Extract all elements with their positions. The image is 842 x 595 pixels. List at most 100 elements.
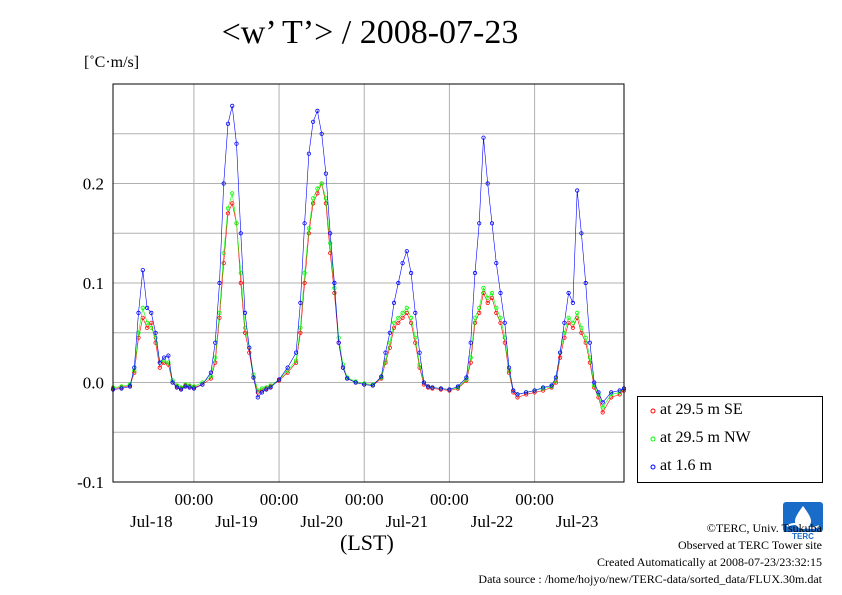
data-point xyxy=(362,382,367,387)
data-point xyxy=(498,320,503,325)
data-point xyxy=(447,387,452,392)
data-point xyxy=(179,387,184,392)
data-point xyxy=(221,260,226,266)
data-point xyxy=(298,330,303,335)
data-point xyxy=(208,370,213,375)
data-point xyxy=(404,310,409,315)
data-point xyxy=(468,340,473,345)
series-1 xyxy=(110,181,627,410)
x-axis-label: (LST) xyxy=(340,530,394,555)
data-point xyxy=(174,385,179,390)
data-point xyxy=(255,395,260,400)
data-point xyxy=(391,325,397,330)
data-point xyxy=(481,290,486,296)
data-point xyxy=(413,335,418,340)
data-point xyxy=(315,186,320,191)
data-point xyxy=(225,206,231,211)
data-point xyxy=(515,395,520,400)
chart-title: <w’ T’> / 2008-07-23 xyxy=(221,14,519,51)
data-point xyxy=(596,395,601,400)
data-point xyxy=(242,310,248,315)
data-point xyxy=(472,315,478,320)
data-point xyxy=(293,350,299,355)
data-point xyxy=(276,377,282,382)
data-point xyxy=(583,335,588,340)
data-point xyxy=(145,325,150,330)
data-point xyxy=(353,380,358,385)
x-time-label: 00:00 xyxy=(175,490,214,509)
data-point xyxy=(183,384,188,389)
data-point xyxy=(417,365,422,370)
data-point xyxy=(502,320,507,325)
data-point xyxy=(213,340,218,345)
data-point xyxy=(153,340,158,345)
data-point xyxy=(285,365,290,370)
data-point xyxy=(617,388,622,393)
y-tick-label: -0.1 xyxy=(77,473,104,492)
data-point xyxy=(213,360,218,365)
data-point xyxy=(566,315,571,320)
data-point xyxy=(600,405,605,410)
data-point xyxy=(247,345,252,350)
data-point xyxy=(238,280,243,286)
data-point xyxy=(417,350,422,355)
data-point xyxy=(127,384,133,389)
data-point xyxy=(136,310,141,315)
data-point xyxy=(302,270,307,276)
data-point xyxy=(485,295,490,300)
data-point xyxy=(570,300,576,305)
data-point xyxy=(575,310,580,315)
data-point xyxy=(264,387,269,392)
data-point xyxy=(259,390,265,395)
data-point xyxy=(600,400,605,405)
data-point xyxy=(408,320,414,325)
data-point xyxy=(485,181,490,186)
data-point xyxy=(238,270,243,276)
data-point xyxy=(477,221,482,226)
credit-source: Data source : /home/hojyo/new/TERC-data/… xyxy=(478,572,822,586)
data-point xyxy=(557,350,563,355)
y-tick-label: 0.1 xyxy=(83,274,104,293)
data-point xyxy=(200,382,205,387)
data-point xyxy=(319,181,324,186)
data-point xyxy=(587,360,593,365)
data-point xyxy=(242,330,248,335)
data-point xyxy=(310,196,316,201)
data-point xyxy=(498,315,503,320)
data-point xyxy=(145,320,150,325)
data-point xyxy=(208,374,213,379)
data-point xyxy=(425,384,431,389)
data-point xyxy=(370,383,375,388)
data-point xyxy=(293,358,299,363)
data-point xyxy=(566,290,571,296)
data-point xyxy=(468,360,473,365)
data-point xyxy=(506,365,512,370)
data-point xyxy=(391,300,397,305)
data-point xyxy=(225,211,231,216)
legend-marker-se xyxy=(650,408,656,414)
y-tick-label: 0.0 xyxy=(83,374,104,393)
x-date-label: Jul-20 xyxy=(300,512,343,531)
x-date-label: Jul-21 xyxy=(386,512,429,531)
data-point xyxy=(494,310,499,315)
data-point xyxy=(315,108,320,114)
credit-created: Created Automatically at 2008-07-23/23:3… xyxy=(597,555,822,569)
data-point xyxy=(323,201,328,206)
data-point xyxy=(234,141,239,146)
legend-label-1p6: at 1.6 m xyxy=(660,457,712,474)
credits-block: ©TERC, Univ. Tsukuba Observed at TERC To… xyxy=(478,520,822,588)
y-units-label: [˚C·m/s] xyxy=(84,54,140,71)
data-point xyxy=(481,285,486,291)
data-point xyxy=(532,388,537,393)
data-point xyxy=(162,358,167,363)
data-point xyxy=(438,386,443,391)
data-point xyxy=(191,386,196,391)
data-point xyxy=(149,320,154,325)
data-point xyxy=(502,335,507,340)
data-point xyxy=(489,290,495,296)
data-point xyxy=(332,280,337,286)
data-point xyxy=(302,280,307,286)
data-point xyxy=(455,384,460,389)
data-point xyxy=(319,131,324,136)
data-point xyxy=(298,300,303,305)
